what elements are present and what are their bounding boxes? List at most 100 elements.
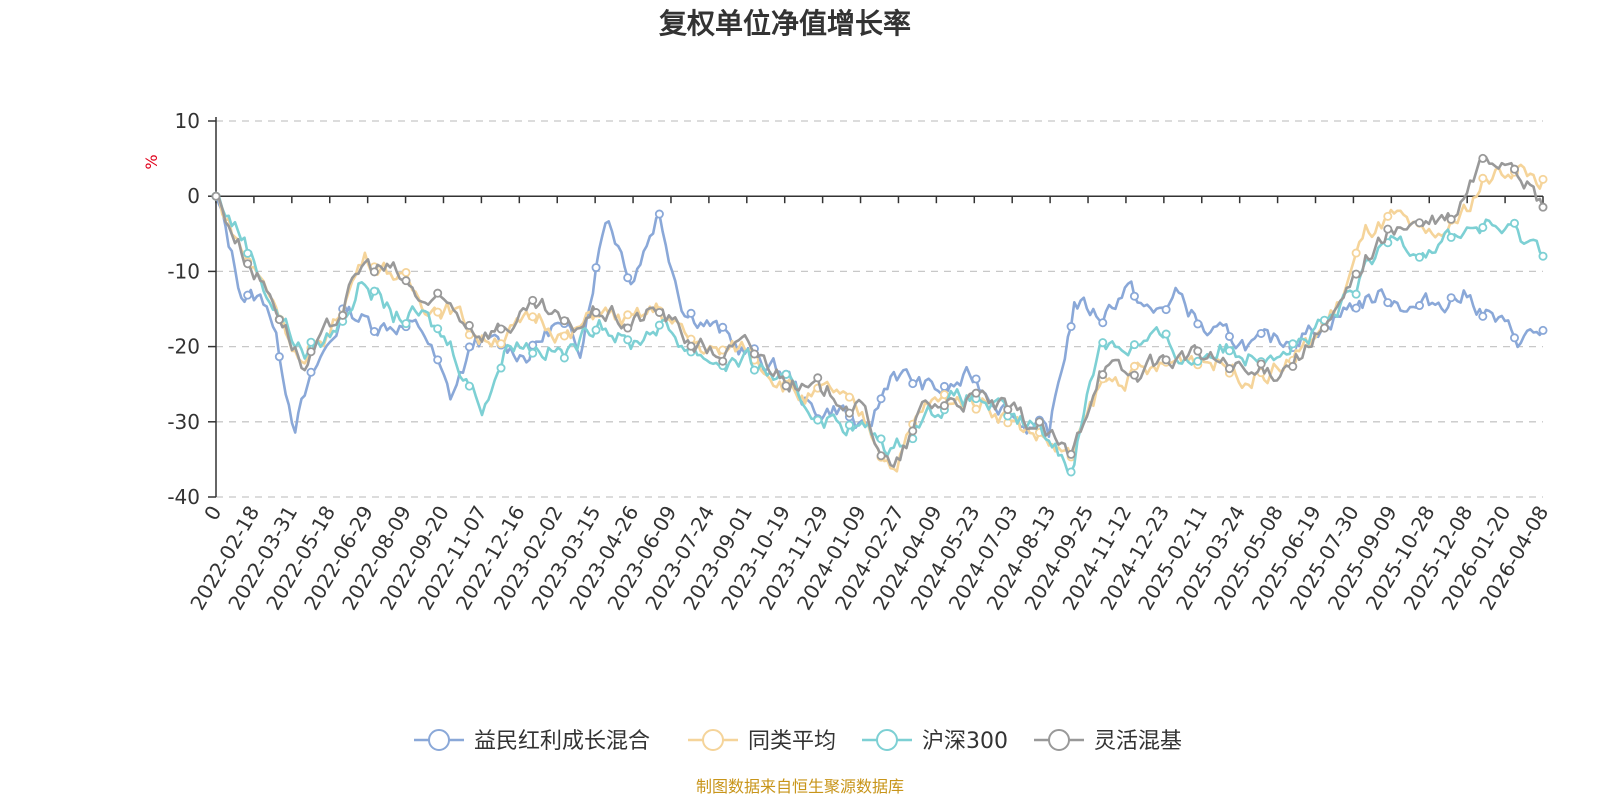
series-marker (274, 315, 284, 325)
series-marker (1478, 173, 1488, 183)
legend-item[interactable]: 同类平均 (688, 729, 836, 754)
series-marker (1414, 252, 1424, 262)
legend-label: 灵活混基 (1094, 729, 1182, 754)
series-marker (1509, 333, 1519, 343)
series-marker (749, 365, 759, 375)
series-marker (528, 312, 538, 322)
series-marker (1161, 329, 1171, 339)
legend-item[interactable]: 沪深300 (862, 729, 1008, 754)
series-marker (243, 259, 253, 269)
series-marker (623, 310, 633, 320)
series-marker (401, 319, 411, 329)
y-tick-label: -40 (167, 485, 200, 509)
series-marker (433, 307, 443, 317)
series-1 (211, 163, 1548, 473)
series-marker (1478, 311, 1488, 321)
series-marker (844, 408, 854, 418)
series-marker (1256, 328, 1266, 338)
x-tick-label: 0 (199, 502, 226, 525)
series-marker (1351, 289, 1361, 299)
series-marker (496, 324, 506, 334)
series-marker (401, 267, 411, 277)
series-marker (1446, 232, 1456, 242)
series-marker (686, 341, 696, 351)
y-gridlines (216, 120, 1543, 498)
series-marker (1098, 318, 1108, 328)
series-marker (591, 325, 601, 335)
series-marker (1129, 291, 1139, 301)
x-tick-labels: 02022-02-182022-03-312022-05-182022-06-2… (185, 501, 1553, 614)
series-marker (1129, 340, 1139, 350)
series-marker (654, 320, 664, 330)
series-marker (1383, 224, 1393, 234)
series-marker (971, 374, 981, 384)
legend-marker (428, 729, 450, 751)
series-marker (1478, 222, 1488, 232)
legend-marker (1048, 729, 1070, 751)
series-marker (433, 324, 443, 334)
series-marker (401, 276, 411, 286)
series-marker (718, 356, 728, 366)
series-marker (1538, 325, 1548, 335)
chart-title: 复权单位净值增长率 (659, 7, 911, 40)
series-marker (1256, 359, 1266, 369)
legend-item[interactable]: 益民红利成长混合 (414, 729, 650, 754)
series-marker (1066, 322, 1076, 332)
legend-marker (702, 729, 724, 751)
series-marker (1509, 164, 1519, 174)
series-marker (528, 348, 538, 358)
series-marker (1129, 370, 1139, 380)
series-marker (686, 308, 696, 318)
series-marker (654, 307, 664, 317)
series-marker (623, 273, 633, 283)
series-marker (464, 320, 474, 330)
series-marker (1383, 211, 1393, 221)
series-marker (528, 295, 538, 305)
series-marker (1224, 331, 1234, 341)
series-marker (1034, 417, 1044, 427)
series-marker (464, 381, 474, 391)
series-marker (1193, 356, 1203, 366)
series-marker (876, 451, 886, 461)
series-marker (654, 209, 664, 219)
axes (208, 117, 1544, 498)
series-marker (1414, 218, 1424, 228)
series-marker (1129, 361, 1139, 371)
series-marker (1509, 218, 1519, 228)
series-marker (749, 349, 759, 359)
series-marker (591, 308, 601, 318)
series-marker (876, 394, 886, 404)
legend-label: 沪深300 (922, 729, 1008, 754)
y-tick-label: -20 (167, 335, 200, 359)
legend[interactable]: 益民红利成长混合 同类平均 沪深300 灵活混基 (414, 729, 1182, 754)
series-2 (211, 191, 1548, 477)
y-tick-label: 10 (175, 109, 200, 133)
series-marker (1161, 305, 1171, 315)
series-marker (908, 379, 918, 389)
series-marker (813, 415, 823, 425)
series-marker (306, 347, 316, 357)
series-marker (623, 335, 633, 345)
series-lines (211, 153, 1548, 477)
series-marker (908, 426, 918, 436)
legend-item[interactable]: 灵活混基 (1034, 729, 1182, 754)
series-3 (211, 153, 1548, 468)
series-marker (433, 355, 443, 365)
series-marker (939, 381, 949, 391)
series-marker (1351, 248, 1361, 258)
series-marker (464, 342, 474, 352)
y-tick-label: -30 (167, 410, 200, 434)
series-marker (496, 339, 506, 349)
series-marker (1538, 202, 1548, 212)
series-marker (243, 248, 253, 258)
series-marker (1003, 405, 1013, 415)
series-marker (274, 352, 284, 362)
series-marker (1351, 269, 1361, 279)
series-marker (1383, 298, 1393, 308)
series-marker (211, 191, 221, 201)
series-marker (369, 267, 379, 277)
series-marker (876, 434, 886, 444)
data-source-note: 制图数据来自恒生聚源数据库 (696, 777, 904, 796)
series-marker (939, 390, 949, 400)
series-marker (591, 263, 601, 273)
